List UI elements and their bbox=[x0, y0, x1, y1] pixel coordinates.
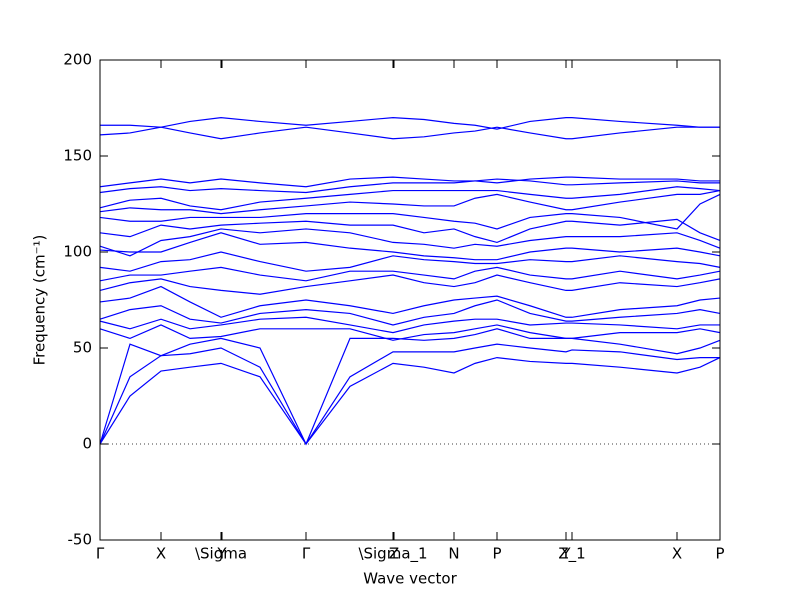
band-line bbox=[99, 316, 720, 334]
band-line bbox=[99, 285, 721, 318]
y-tick-label: -50 bbox=[68, 531, 93, 549]
y-tick-label: 150 bbox=[63, 147, 92, 165]
y-tick-label: 50 bbox=[73, 339, 92, 357]
band-line bbox=[99, 178, 720, 194]
x-tick-label: Γ bbox=[302, 545, 311, 563]
band-line bbox=[99, 193, 721, 230]
band-line bbox=[99, 274, 721, 295]
band-line bbox=[99, 324, 721, 341]
x-tick-label: P bbox=[715, 545, 724, 563]
x-tick-label: X bbox=[156, 545, 166, 563]
x-tick-label: P bbox=[492, 545, 501, 563]
x-axis-label: Wave vector bbox=[363, 570, 457, 588]
x-tick-label: Γ bbox=[96, 545, 105, 563]
y-tick-label: 0 bbox=[82, 435, 92, 453]
band-line bbox=[99, 218, 721, 244]
x-tick-label: Y bbox=[216, 545, 227, 563]
x-tick-label: \Sigma bbox=[195, 545, 247, 563]
band-line bbox=[99, 251, 721, 272]
y-tick-label: 100 bbox=[63, 243, 92, 261]
band-line bbox=[99, 186, 721, 211]
band-line bbox=[99, 328, 721, 446]
x-tick-label: Z bbox=[389, 545, 399, 563]
plot-frame bbox=[99, 59, 721, 541]
band-line bbox=[99, 126, 720, 140]
band-line bbox=[99, 343, 720, 446]
band-line bbox=[99, 299, 721, 326]
band-line bbox=[99, 266, 721, 282]
y-tick-label: 200 bbox=[63, 51, 92, 69]
band-line bbox=[100, 116, 720, 130]
x-tick-label: Y bbox=[560, 545, 571, 563]
y-axis-label: Frequency (cm⁻¹) bbox=[31, 235, 49, 366]
x-tick-label: X bbox=[672, 545, 682, 563]
x-tick-label: Z_1 bbox=[558, 545, 585, 564]
x-tick-label: \Sigma_1 bbox=[358, 545, 427, 564]
band-line bbox=[99, 176, 720, 188]
band-line bbox=[99, 228, 721, 257]
band-line bbox=[99, 189, 721, 215]
x-tick-label: N bbox=[448, 545, 459, 563]
band-line bbox=[99, 356, 721, 446]
band-line bbox=[99, 232, 721, 261]
